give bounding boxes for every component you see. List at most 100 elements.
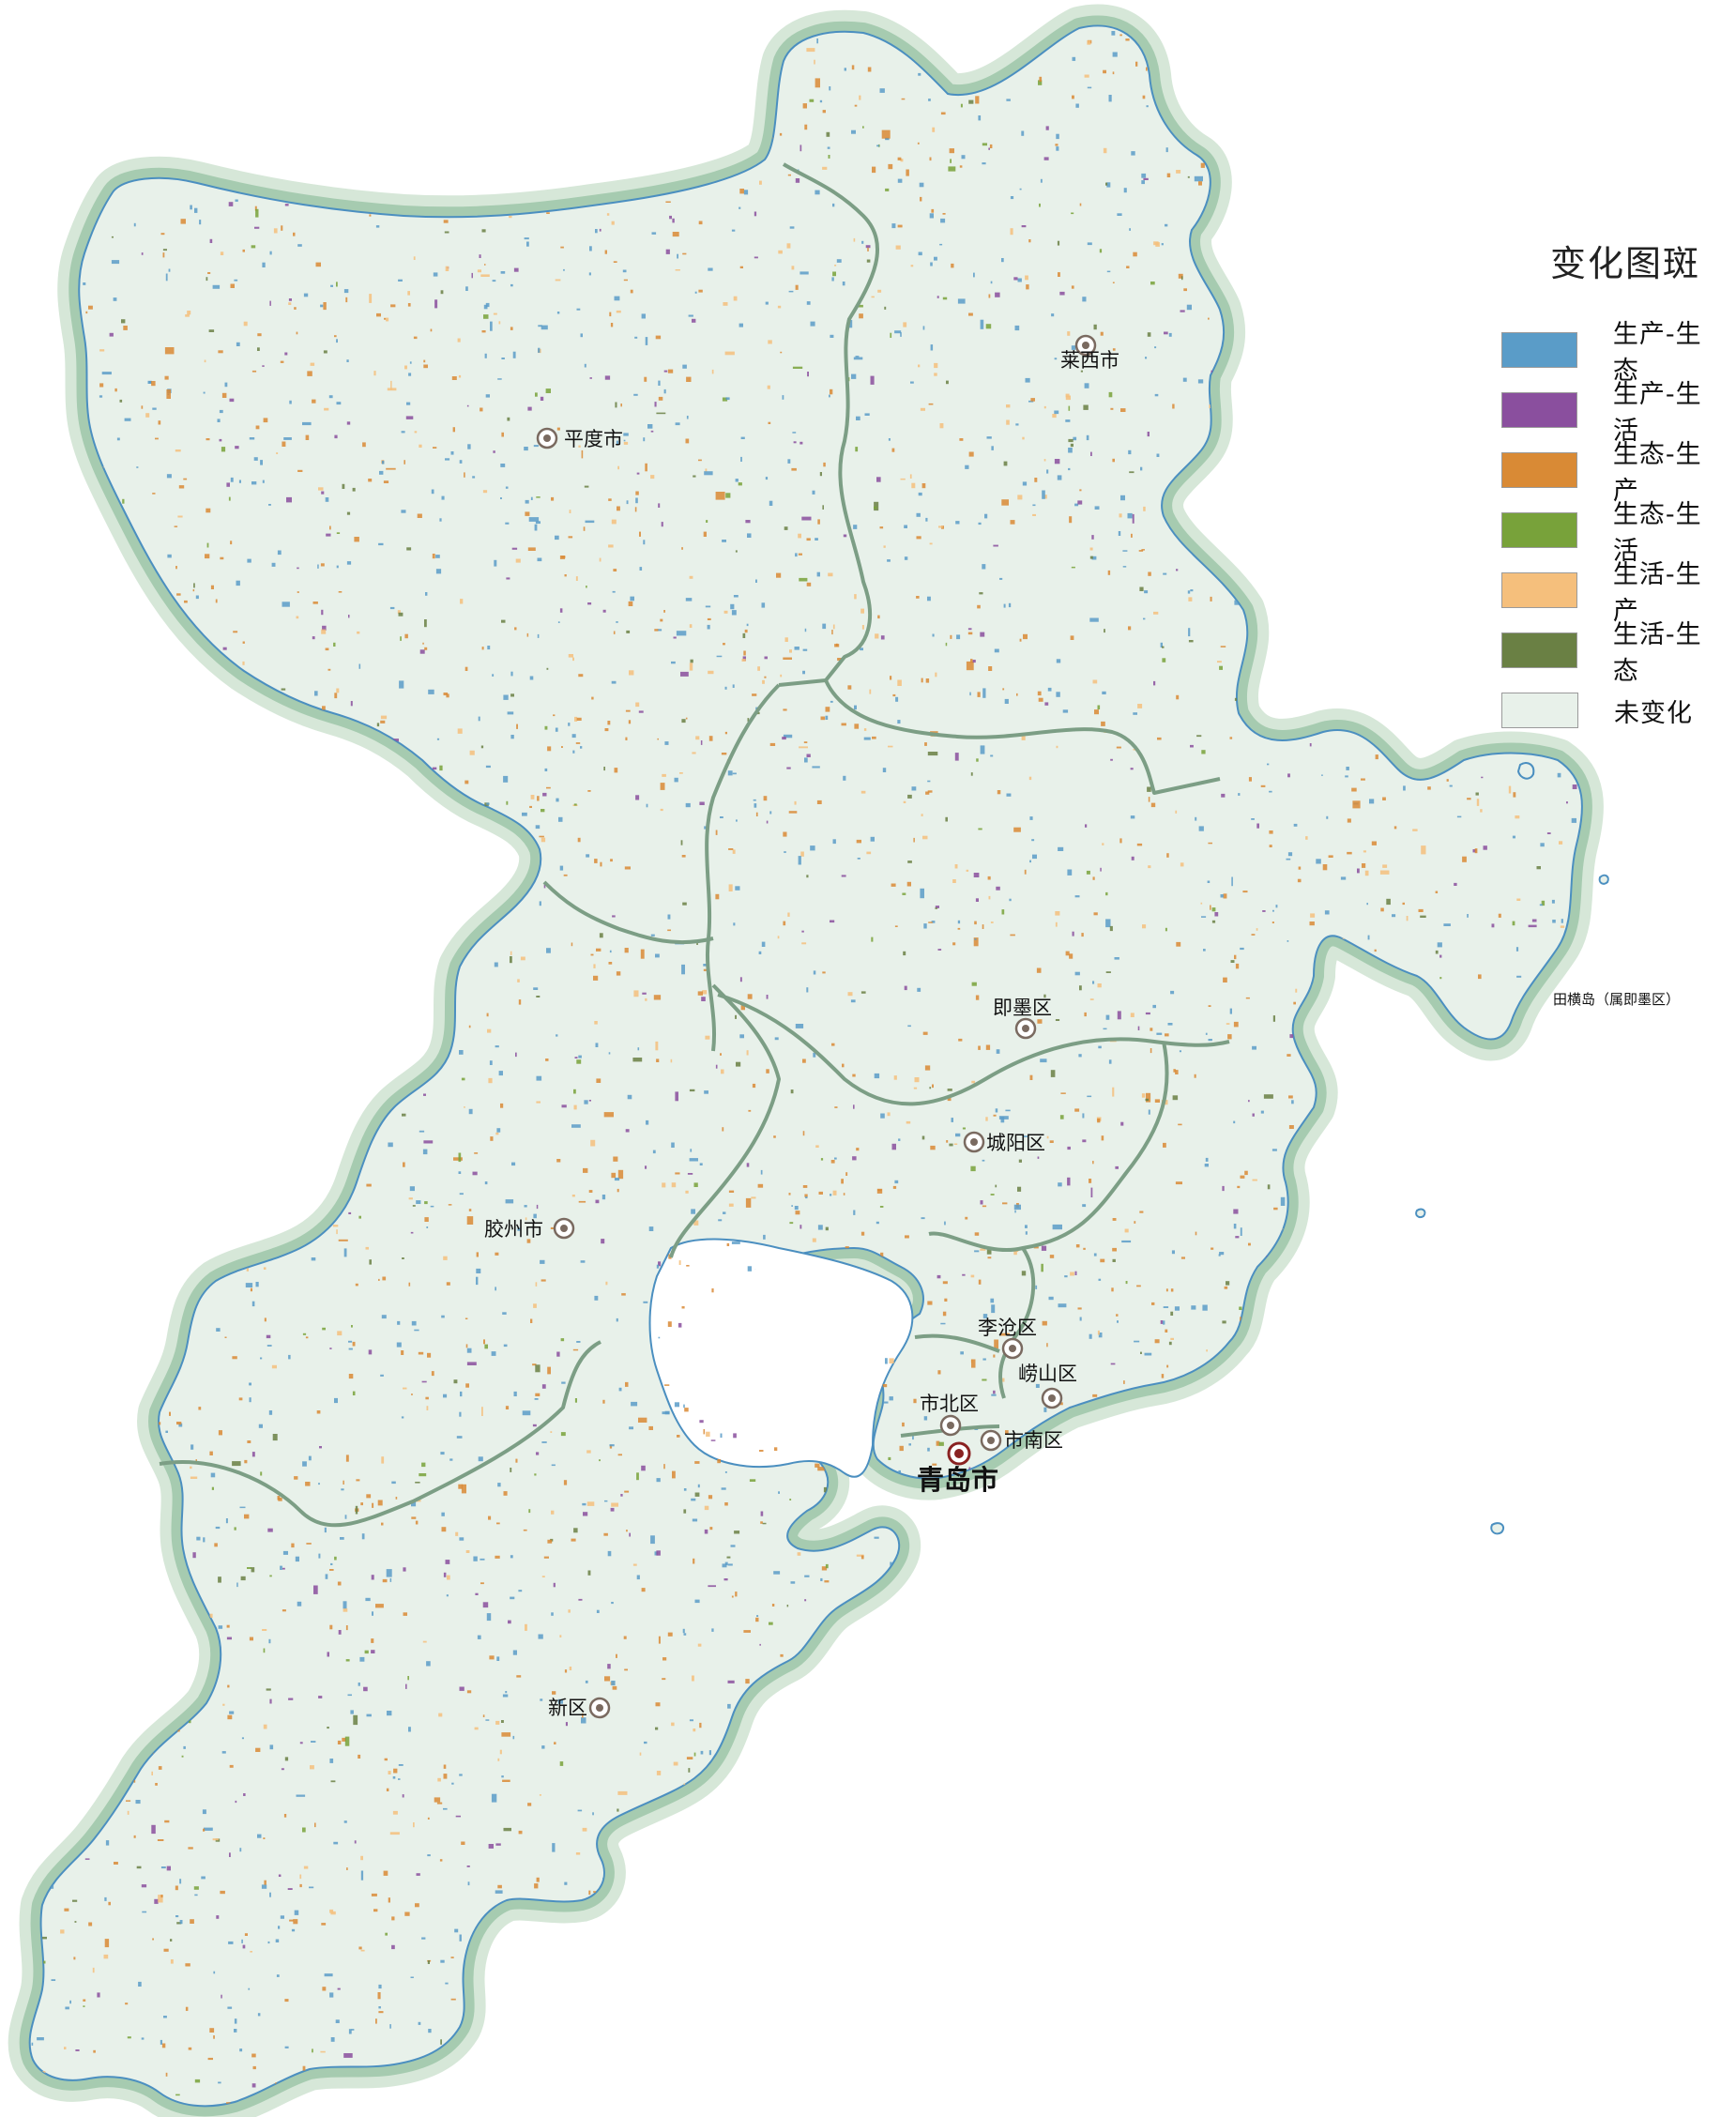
change-patch — [960, 1351, 964, 1355]
change-patch — [563, 268, 565, 271]
change-patch — [266, 1031, 270, 1034]
change-patch — [931, 208, 935, 213]
change-patch — [398, 785, 403, 790]
change-patch — [1019, 188, 1022, 190]
change-patch — [334, 335, 337, 338]
change-patch — [1469, 1681, 1471, 1684]
change-patch — [1024, 1702, 1028, 1707]
change-patch — [400, 859, 403, 862]
change-patch — [469, 750, 475, 755]
change-patch — [556, 798, 559, 802]
change-patch — [1476, 124, 1481, 127]
change-patch — [442, 133, 448, 139]
change-patch — [1562, 1190, 1564, 1196]
change-patch — [1119, 34, 1122, 37]
change-patch — [500, 1103, 504, 1108]
change-patch — [1288, 1095, 1293, 1099]
change-patch — [972, 660, 976, 663]
change-patch — [1036, 2101, 1042, 2106]
change-patch — [527, 2034, 533, 2037]
change-patch — [930, 262, 933, 267]
change-patch — [572, 750, 575, 754]
change-patch — [900, 159, 904, 162]
change-patch — [268, 1410, 273, 1415]
change-patch — [330, 284, 333, 287]
change-patch — [407, 291, 410, 296]
change-patch — [180, 1205, 186, 1211]
change-patch — [1094, 709, 1099, 715]
change-patch — [977, 692, 981, 697]
change-patch — [786, 243, 791, 249]
change-patch — [616, 310, 621, 313]
change-patch — [282, 1567, 285, 1570]
change-patch — [830, 334, 834, 338]
change-patch — [1070, 443, 1074, 448]
change-patch — [88, 162, 91, 168]
change-patch — [203, 1828, 206, 1832]
change-patch — [1040, 1798, 1043, 1800]
change-patch — [311, 41, 315, 46]
change-patch — [686, 1265, 690, 1267]
change-patch — [1275, 634, 1280, 637]
change-patch — [309, 1886, 314, 1889]
change-patch — [1324, 1811, 1329, 1819]
change-patch — [64, 1244, 68, 1248]
change-patch — [129, 583, 131, 586]
change-patch — [1119, 513, 1122, 518]
change-patch — [995, 1184, 997, 1188]
change-patch — [1357, 1253, 1360, 1256]
change-patch — [670, 76, 675, 80]
change-patch — [185, 907, 189, 916]
change-patch — [612, 1685, 617, 1690]
change-patch — [949, 148, 954, 154]
change-patch — [1412, 829, 1418, 831]
change-patch — [386, 1788, 389, 1791]
change-patch — [117, 856, 121, 861]
change-patch — [976, 758, 979, 762]
change-patch — [260, 163, 265, 168]
change-patch — [1355, 976, 1360, 980]
change-patch — [1235, 94, 1239, 99]
change-patch — [1471, 1255, 1478, 1258]
change-patch — [804, 628, 807, 632]
change-patch — [971, 1080, 975, 1084]
change-patch — [835, 1907, 839, 1912]
change-patch — [536, 496, 541, 498]
change-patch — [183, 1745, 186, 1749]
change-patch — [173, 1098, 175, 1104]
change-patch — [376, 312, 381, 317]
change-patch — [658, 2009, 663, 2011]
change-patch — [132, 1602, 137, 1605]
change-patch — [402, 1257, 404, 1259]
change-patch — [773, 1135, 776, 1138]
change-patch — [593, 975, 599, 981]
change-patch — [440, 2039, 442, 2045]
change-patch — [322, 1987, 327, 1991]
change-patch — [1475, 343, 1480, 350]
change-patch — [988, 895, 991, 900]
change-patch — [657, 1869, 660, 1876]
change-patch — [1464, 2002, 1470, 2006]
change-patch — [1225, 2020, 1229, 2025]
change-patch — [700, 1994, 704, 2000]
change-patch — [967, 67, 972, 70]
change-patch — [1478, 974, 1482, 980]
change-patch — [719, 1921, 723, 1925]
change-patch — [722, 1563, 727, 1568]
change-patch — [922, 1031, 928, 1035]
change-patch — [335, 1061, 337, 1066]
change-patch — [1126, 266, 1130, 268]
change-patch — [190, 1095, 194, 1101]
change-patch — [571, 1195, 575, 1197]
change-patch — [655, 953, 660, 958]
change-patch — [251, 245, 256, 249]
change-patch — [806, 754, 811, 757]
change-patch — [276, 1974, 280, 1977]
change-patch — [127, 1810, 129, 1815]
change-patch — [1352, 1042, 1355, 1044]
change-patch — [1176, 941, 1181, 947]
change-patch — [1119, 1560, 1122, 1562]
change-patch — [1504, 1805, 1509, 1809]
change-patch — [957, 298, 966, 304]
change-patch — [1368, 81, 1371, 86]
